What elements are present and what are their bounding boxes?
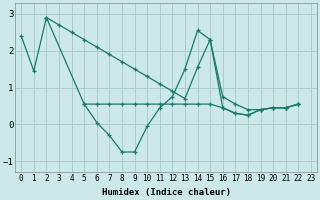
X-axis label: Humidex (Indice chaleur): Humidex (Indice chaleur) (101, 188, 231, 197)
